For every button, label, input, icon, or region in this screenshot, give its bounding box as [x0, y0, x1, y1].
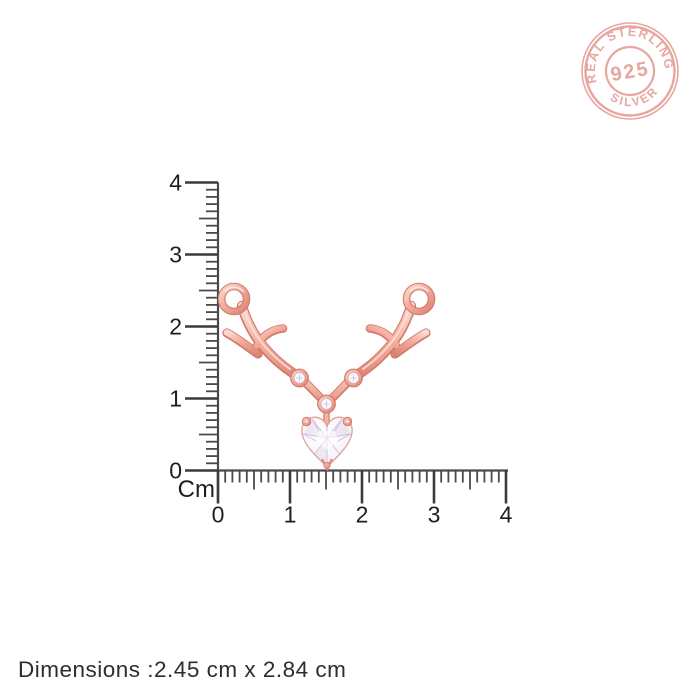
- ruler-label-horizontal: 3: [428, 502, 441, 528]
- accent-stone-center: [317, 394, 336, 414]
- antler-right: [348, 300, 431, 383]
- heart-prongs: [301, 416, 353, 472]
- ruler-unit-label: Cm: [178, 476, 215, 503]
- ruler-label-vertical: 0: [169, 458, 182, 484]
- dimensions-text: Dimensions :2.45 cm x 2.84 cm: [18, 657, 347, 682]
- ruler-label-horizontal: 1: [284, 502, 297, 528]
- ruler-label-horizontal: 4: [500, 502, 513, 528]
- ruler-label-vertical: 3: [169, 242, 182, 268]
- accent-stone-right: [344, 368, 363, 388]
- antler-heart-pendant: [217, 282, 436, 472]
- stamp-outer-ring-inner: [584, 25, 676, 117]
- stamp-925-text: 925: [609, 58, 652, 87]
- accent-stone-left: [290, 368, 309, 388]
- heart-stone: [301, 416, 353, 468]
- stamp-outer-ring: [581, 22, 679, 120]
- ruler-label-horizontal: 2: [356, 502, 369, 528]
- ruler-label-horizontal: 0: [212, 502, 225, 528]
- stamp-center-ring: [604, 45, 656, 97]
- loop-left-highlight: [224, 286, 244, 292]
- loop-right-highlight: [409, 286, 429, 292]
- sterling-925-stamp: REAL STERLING SILVER 925: [577, 17, 679, 120]
- antler-left: [222, 300, 305, 383]
- ruler: 0 1 2 3 4 0 1 2 3 4: [169, 170, 512, 528]
- ruler-label-vertical: 2: [169, 314, 182, 340]
- ruler-label-vertical: 4: [169, 170, 182, 196]
- ruler-label-vertical: 1: [169, 386, 182, 412]
